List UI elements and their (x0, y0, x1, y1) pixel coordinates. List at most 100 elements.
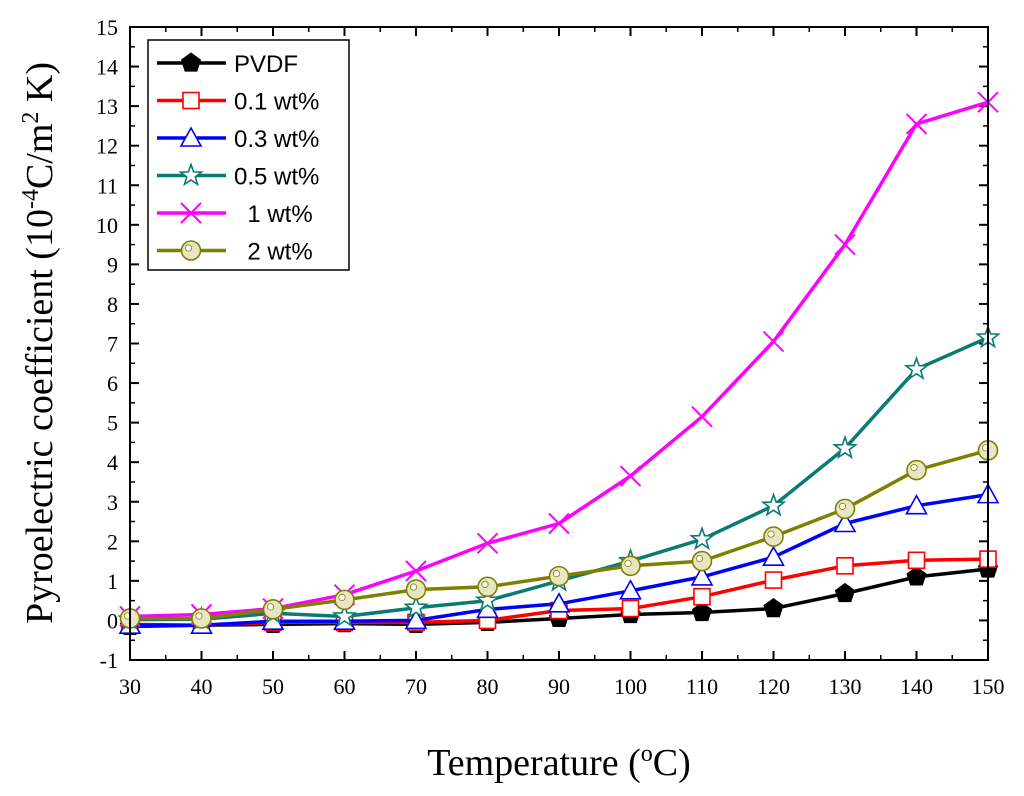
data-point-0-5-wt (760, 492, 787, 517)
data-point-pvdf (691, 601, 713, 622)
legend-item-1-wt: 1 wt% (157, 201, 313, 228)
y-tick-label: 1 (107, 569, 118, 594)
data-point-0-3-wt (690, 565, 714, 586)
data-point-0-3-wt (547, 592, 571, 613)
legend-marker (180, 52, 202, 72)
y-tick-label: 10 (96, 213, 118, 238)
y-axis-title: Pyroelectric coefficient (10-4C/m2 K) (18, 62, 61, 624)
legend-label: 1 wt% (234, 201, 313, 228)
x-tick-label: 60 (334, 674, 356, 699)
x-tick-label: 50 (262, 674, 284, 699)
data-point-0-5-wt (331, 603, 358, 628)
data-point-1-wt (405, 560, 427, 582)
data-point-0-3-wt (619, 579, 642, 600)
legend-item-0-3-wt: 0.3 wt% (157, 126, 319, 153)
data-point-0-1-wt (836, 557, 854, 575)
legend-label: 2 wt% (234, 239, 313, 266)
x-tick-label: 150 (972, 674, 1005, 699)
data-point-1-wt (762, 330, 785, 353)
y-tick-label: 4 (107, 450, 118, 475)
data-point-0-5-wt (689, 525, 715, 551)
x-tick-label: 100 (614, 674, 647, 699)
data-point-0-1-wt (907, 551, 926, 570)
data-point-2-wt (334, 589, 355, 611)
data-point-0-3-wt (404, 608, 428, 630)
data-point-0-3-wt (762, 545, 785, 566)
legend-marker (180, 240, 202, 261)
y-tick-label: 0 (107, 608, 118, 633)
data-point-0-3-wt (905, 494, 928, 515)
x-tick-label: 140 (900, 674, 933, 699)
y-tick-label: 3 (107, 490, 118, 515)
legend-item-0-1-wt: 0.1 wt% (157, 89, 319, 116)
data-point-pvdf (906, 566, 927, 586)
legend-item-0-5-wt: 0.5 wt% (157, 162, 319, 191)
data-point-2-wt (477, 576, 498, 598)
data-point-0-5-wt (832, 434, 858, 460)
data-point-0-1-wt (764, 571, 783, 589)
data-point-0-3-wt (833, 511, 857, 533)
data-point-1-wt (619, 465, 642, 487)
marker-circle-highlight (481, 580, 489, 588)
y-tick-label: 6 (107, 371, 118, 396)
legend-marker (182, 91, 200, 110)
x-tick-label: 30 (119, 674, 141, 699)
data-point-1-wt (691, 405, 713, 428)
marker-circle-highlight (552, 570, 561, 578)
data-point-0-5-wt (903, 355, 930, 381)
x-tick-label: 90 (548, 674, 570, 699)
data-point-2-wt (691, 550, 713, 572)
y-tick-label: -1 (100, 648, 118, 673)
legend-label: 0.3 wt% (234, 126, 319, 153)
marker-circle-highlight (195, 612, 203, 620)
data-point-2-wt (191, 608, 212, 629)
y-tick-label: 15 (96, 15, 118, 40)
data-point-2-wt (763, 526, 784, 547)
y-tick-label: 8 (107, 292, 118, 317)
x-tick-label: 80 (477, 674, 499, 699)
x-tick-label: 70 (405, 674, 427, 699)
data-point-2-wt (548, 565, 570, 587)
data-point-2-wt (405, 579, 427, 600)
data-point-1-wt (548, 512, 570, 535)
legend-item-2-wt: 2 wt% (157, 239, 313, 266)
marker-circle-highlight (409, 583, 418, 591)
data-point-1-wt (476, 532, 499, 554)
data-point-pvdf (763, 597, 784, 618)
legend-marker (179, 126, 203, 147)
y-tick-label: 9 (107, 252, 118, 277)
y-tick-label: 13 (96, 94, 118, 119)
legend: PVDF 0.1 wt% 0.3 wt% 0.5 wt% 1 wt% 2 wt% (147, 39, 350, 271)
marker-circle-highlight (184, 244, 193, 252)
series-layer (117, 91, 1001, 635)
marker-circle-highlight (767, 530, 775, 538)
legend-marker (178, 162, 204, 187)
series-2-wt (119, 440, 999, 629)
plot-frame (129, 26, 989, 661)
marker-circle-highlight (910, 463, 918, 472)
data-point-2-wt (906, 459, 927, 481)
x-tick-label: 120 (757, 674, 790, 699)
y-tick-label: 12 (96, 134, 118, 159)
data-point-0-5-wt (474, 587, 501, 612)
y-tick-label: 14 (96, 55, 118, 80)
data-point-pvdf (834, 582, 856, 603)
marker-circle-highlight (624, 559, 632, 567)
x-axis-title: Temperature (oC) (427, 741, 691, 784)
tick-layer: 30 40 50 60 70 80 90 100 110 120 130 140 150-1012345… (96, 15, 1005, 699)
legend-marker (180, 202, 202, 224)
marker-circle-highlight (695, 554, 704, 563)
data-point-0-1-wt (693, 587, 711, 606)
data-point-1-wt (905, 113, 928, 135)
marker-circle-highlight (338, 593, 346, 601)
data-point-2-wt (834, 498, 856, 520)
x-tick-label: 110 (686, 674, 718, 699)
data-point-2-wt (262, 599, 284, 620)
y-tick-label: 2 (107, 529, 118, 554)
legend-box (147, 39, 350, 271)
data-point-1-wt (834, 233, 856, 256)
legend-label: PVDF (234, 51, 298, 78)
legend-label: 0.1 wt% (234, 89, 319, 116)
marker-circle-highlight (266, 603, 275, 611)
